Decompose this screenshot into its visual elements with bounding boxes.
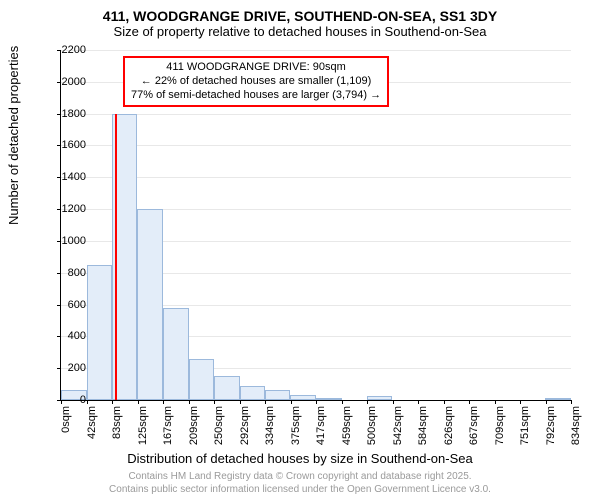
attribution-line-1: Contains HM Land Registry data © Crown c… <box>0 470 600 483</box>
annotation-line-1: ← 22% of detached houses are smaller (1,… <box>131 75 381 89</box>
chart-container: 411, WOODGRANGE DRIVE, SOUTHEND-ON-SEA, … <box>0 0 600 500</box>
x-tick-mark <box>367 400 368 404</box>
histogram-bar <box>545 398 571 400</box>
annotation-title: 411 WOODGRANGE DRIVE: 90sqm <box>131 61 381 75</box>
x-tick-label: 83sqm <box>111 406 123 450</box>
histogram-bar <box>367 396 393 400</box>
histogram-bar <box>163 308 189 400</box>
histogram-bar <box>240 386 266 400</box>
x-tick-mark <box>393 400 394 404</box>
y-tick-label: 1600 <box>46 139 86 151</box>
x-tick-mark <box>342 400 343 404</box>
annotation-box: 411 WOODGRANGE DRIVE: 90sqm ← 22% of det… <box>123 56 389 107</box>
chart-subtitle: Size of property relative to detached ho… <box>0 24 600 43</box>
x-tick-mark <box>112 400 113 404</box>
property-marker-line <box>115 114 117 400</box>
y-tick-label: 600 <box>46 299 86 311</box>
x-tick-mark <box>546 400 547 404</box>
x-tick-mark <box>316 400 317 404</box>
x-tick-label: 751sqm <box>519 406 531 450</box>
y-tick-label: 1800 <box>46 108 86 120</box>
histogram-bar <box>137 209 163 400</box>
x-tick-label: 0sqm <box>60 406 72 450</box>
x-tick-label: 250sqm <box>213 406 225 450</box>
gridline <box>61 50 571 51</box>
x-tick-mark <box>214 400 215 404</box>
y-tick-label: 2000 <box>46 76 86 88</box>
x-tick-label: 709sqm <box>494 406 506 450</box>
x-tick-label: 626sqm <box>443 406 455 450</box>
histogram-bar <box>316 398 342 400</box>
x-tick-label: 667sqm <box>468 406 480 450</box>
x-tick-label: 209sqm <box>188 406 200 450</box>
x-tick-mark <box>87 400 88 404</box>
histogram-bar <box>87 265 112 400</box>
y-tick-label: 200 <box>46 362 86 374</box>
x-tick-label: 584sqm <box>417 406 429 450</box>
x-tick-mark <box>189 400 190 404</box>
y-tick-label: 1200 <box>46 203 86 215</box>
x-tick-mark <box>469 400 470 404</box>
gridline <box>61 177 571 178</box>
x-tick-label: 542sqm <box>392 406 404 450</box>
x-tick-label: 459sqm <box>341 406 353 450</box>
chart-title: 411, WOODGRANGE DRIVE, SOUTHEND-ON-SEA, … <box>0 0 600 24</box>
x-tick-label: 792sqm <box>545 406 557 450</box>
y-tick-label: 0 <box>46 394 86 406</box>
x-tick-mark <box>418 400 419 404</box>
plot-area: 411 WOODGRANGE DRIVE: 90sqm ← 22% of det… <box>60 50 571 401</box>
x-tick-mark <box>495 400 496 404</box>
x-tick-mark <box>163 400 164 404</box>
histogram-bar <box>290 395 316 400</box>
gridline <box>61 145 571 146</box>
x-tick-label: 417sqm <box>315 406 327 450</box>
attribution: Contains HM Land Registry data © Crown c… <box>0 470 600 496</box>
annotation-line-2: 77% of semi-detached houses are larger (… <box>131 89 381 103</box>
x-tick-mark <box>520 400 521 404</box>
y-tick-label: 400 <box>46 330 86 342</box>
x-tick-mark <box>444 400 445 404</box>
attribution-line-2: Contains public sector information licen… <box>0 483 600 496</box>
y-axis-label: Number of detached properties <box>6 46 21 225</box>
x-tick-label: 334sqm <box>264 406 276 450</box>
y-tick-label: 800 <box>46 267 86 279</box>
x-tick-label: 42sqm <box>86 406 98 450</box>
x-tick-mark <box>138 400 139 404</box>
gridline <box>61 114 571 115</box>
x-tick-label: 167sqm <box>162 406 174 450</box>
x-tick-mark <box>265 400 266 404</box>
x-tick-label: 834sqm <box>570 406 582 450</box>
x-tick-mark <box>240 400 241 404</box>
histogram-bar <box>189 359 214 400</box>
x-tick-mark <box>571 400 572 404</box>
x-tick-mark <box>291 400 292 404</box>
y-tick-label: 2200 <box>46 44 86 56</box>
x-tick-label: 500sqm <box>366 406 378 450</box>
histogram-bar <box>265 390 290 400</box>
x-tick-label: 292sqm <box>239 406 251 450</box>
x-tick-label: 125sqm <box>137 406 149 450</box>
y-tick-label: 1000 <box>46 235 86 247</box>
histogram-bar <box>214 376 240 400</box>
x-tick-label: 375sqm <box>290 406 302 450</box>
x-axis-label: Distribution of detached houses by size … <box>0 451 600 466</box>
y-tick-label: 1400 <box>46 171 86 183</box>
